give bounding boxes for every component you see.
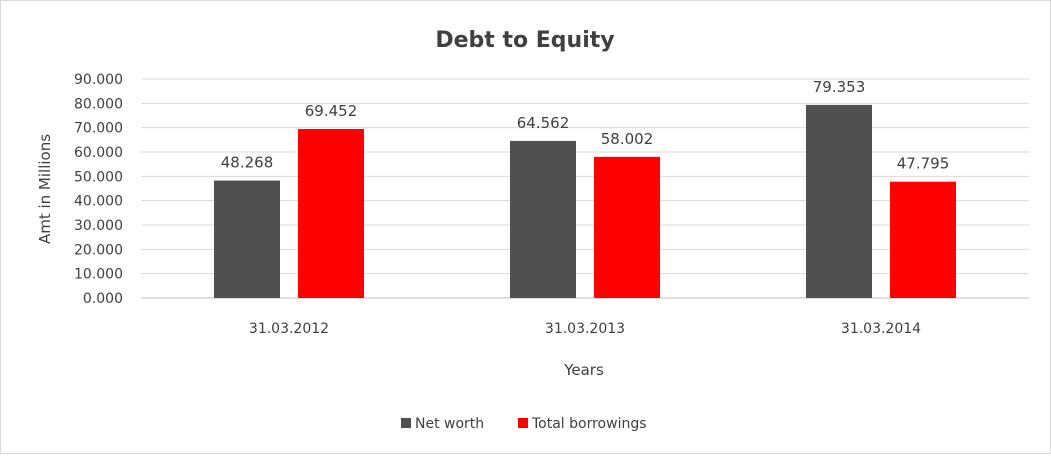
legend-swatch (518, 418, 528, 428)
legend: Net worth Total borrowings (401, 416, 647, 432)
y-tick-label: 20.000 (74, 242, 123, 258)
data-label: 69.452 (305, 102, 358, 120)
y-tick-label: 90.000 (74, 72, 123, 88)
x-tick-label: 31.03.2013 (545, 321, 625, 337)
x-tick-label: 31.03.2014 (841, 321, 921, 337)
y-tick-label: 10.000 (74, 267, 123, 283)
y-axis-ticks: 0.000 10.000 20.000 30.000 40.000 50.000 60.00… (74, 72, 123, 307)
bar (214, 180, 280, 298)
y-tick-label: 30.000 (74, 218, 123, 234)
bar (890, 181, 956, 298)
y-axis-label: Amt in Millions (36, 134, 54, 244)
data-label: 64.562 (517, 114, 570, 132)
bar (510, 140, 576, 298)
data-label: 47.795 (897, 155, 950, 173)
bar (298, 129, 364, 298)
chart-title: Debt to Equity (435, 28, 614, 53)
legend-swatch (401, 418, 411, 428)
y-tick-label: 60.000 (74, 145, 123, 161)
legend-label: Net worth (415, 416, 484, 432)
y-tick-label: 50.000 (74, 169, 123, 185)
y-tick-label: 70.000 (74, 121, 123, 137)
legend-label: Total borrowings (531, 416, 647, 432)
y-tick-label: 40.000 (74, 194, 123, 210)
data-label: 79.353 (813, 78, 866, 96)
bars: 48.268 69.452 64.562 58.002 79.353 47.795 (214, 78, 956, 298)
gridlines (141, 78, 1029, 299)
bar (806, 104, 872, 298)
data-label: 48.268 (221, 154, 274, 172)
x-axis-ticks: 31.03.2012 31.03.2013 31.03.2014 (249, 321, 921, 337)
y-tick-label: 0.000 (83, 291, 123, 307)
x-axis-label: Years (563, 361, 604, 379)
data-label: 58.002 (601, 130, 654, 148)
bar (594, 156, 660, 298)
y-tick-label: 80.000 (74, 96, 123, 112)
x-tick-label: 31.03.2012 (249, 321, 329, 337)
